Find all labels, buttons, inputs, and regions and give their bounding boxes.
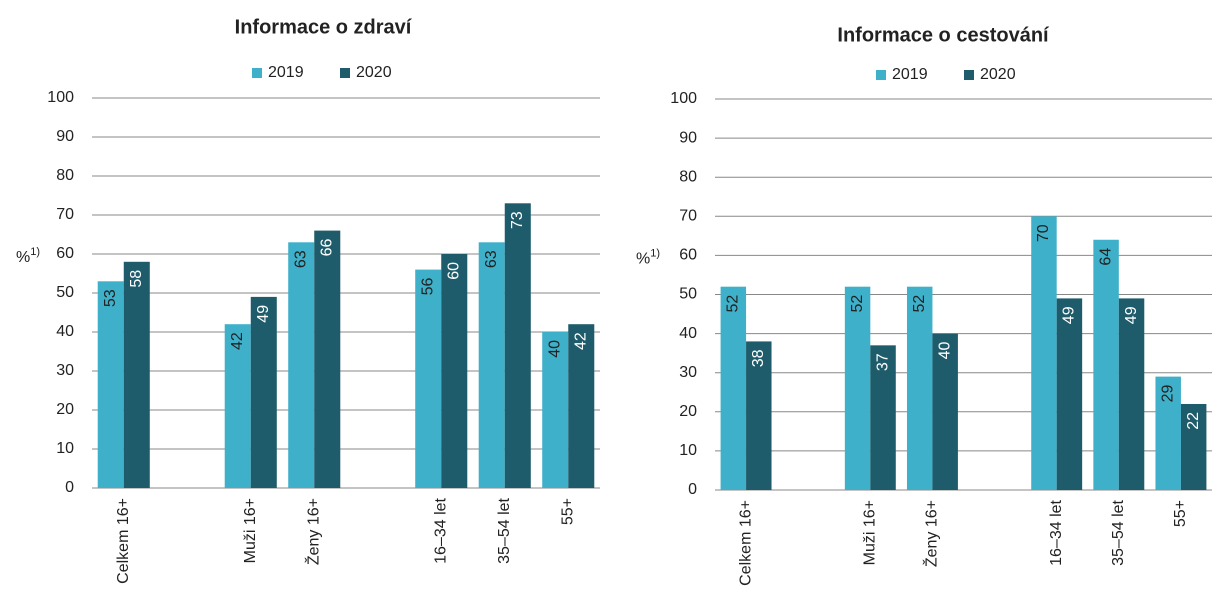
legend-label: 2020 [356,64,392,81]
x-tick-label: 16–34 let [432,497,449,563]
x-tick-label: Ženy 16+ [922,500,941,567]
bar [1031,216,1057,491]
bar [1056,298,1083,490]
data-label: 52 [849,295,866,313]
legend-swatch [964,70,974,80]
y-axis-label-note: 1) [650,247,660,259]
x-tick-label: 55+ [1172,500,1189,527]
y-tick-label: 100 [47,89,74,106]
x-tick-label: 55+ [559,498,576,525]
bar [314,230,341,488]
data-label: 40 [546,340,563,358]
x-tick-label: Ženy 16+ [303,498,322,565]
y-tick-label: 10 [56,440,74,457]
bar [844,286,871,490]
legend-swatch [876,70,886,80]
data-label: 37 [874,353,891,371]
data-label: 40 [936,341,953,359]
y-tick-label: 60 [679,247,697,264]
data-label: 38 [750,349,767,367]
x-tick-label: 35–54 let [496,497,513,563]
data-label: 49 [255,305,272,323]
data-label: 56 [419,277,436,295]
y-tick-label: 90 [679,129,697,146]
legend-swatch [252,68,262,78]
chart-title: Informace o cestování [837,24,1050,46]
y-tick-label: 50 [56,284,74,301]
y-tick-label: 80 [679,168,697,185]
legend-label: 2020 [980,66,1016,83]
bar [568,324,595,488]
data-label: 63 [483,250,500,268]
legend-label: 2019 [268,64,304,81]
y-tick-label: 100 [670,90,697,107]
y-tick-label: 90 [56,128,74,145]
x-tick-label: Celkem 16+ [737,500,754,586]
bar [441,254,468,488]
bar [1180,403,1207,490]
data-label: 58 [128,270,145,288]
bar [288,242,315,488]
x-tick-label: 16–34 let [1048,499,1065,565]
x-tick-label: Muži 16+ [242,498,259,563]
bar [1155,376,1181,490]
y-tick-label: 60 [56,245,74,262]
bar [123,261,150,488]
x-tick-label: 35–54 let [1110,499,1127,565]
x-tick-label: Muži 16+ [862,500,879,565]
y-tick-label: 20 [56,401,74,418]
bar [224,324,251,488]
data-label: 49 [1123,306,1140,324]
y-tick-label: 0 [65,479,74,496]
y-tick-label: 70 [56,206,74,223]
chart-title: Informace o zdraví [235,16,413,38]
bar [504,203,531,489]
bar [415,269,442,488]
data-label: 52 [725,295,742,313]
y-tick-label: 30 [679,364,697,381]
data-label: 63 [292,250,309,268]
bar [478,242,505,488]
data-label: 29 [1159,385,1176,403]
bar [932,333,958,490]
y-tick-label: 50 [679,286,697,303]
legend-swatch [340,68,350,78]
y-axis-label-note: 1) [30,246,40,258]
data-label: 73 [509,211,526,229]
data-label: 60 [445,262,462,280]
data-label: 52 [911,295,928,313]
bar [542,332,569,488]
bar [1093,239,1119,490]
bar [746,341,772,490]
x-tick-label: Celkem 16+ [115,498,132,584]
data-label: 22 [1185,412,1202,430]
y-axis-label: %1) [16,246,40,266]
y-tick-label: 70 [679,208,697,225]
bar [97,281,124,488]
y-tick-label: 10 [679,442,697,459]
y-tick-label: 40 [679,325,697,342]
y-tick-label: 30 [56,362,74,379]
y-tick-label: 0 [688,481,697,498]
y-tick-label: 20 [679,403,697,420]
data-label: 66 [318,238,335,256]
data-label: 42 [572,332,589,350]
data-label: 42 [229,332,246,350]
legend-label: 2019 [892,66,928,83]
bar [250,296,277,488]
y-tick-label: 40 [56,323,74,340]
data-label: 49 [1061,306,1078,324]
y-axis-label: %1) [636,247,660,267]
bar [870,345,896,490]
bar [906,286,933,490]
data-label: 70 [1035,224,1052,242]
bar [1118,298,1145,490]
bar [720,286,747,490]
y-tick-label: 80 [56,167,74,184]
data-label: 53 [102,289,119,307]
data-label: 64 [1097,248,1114,266]
